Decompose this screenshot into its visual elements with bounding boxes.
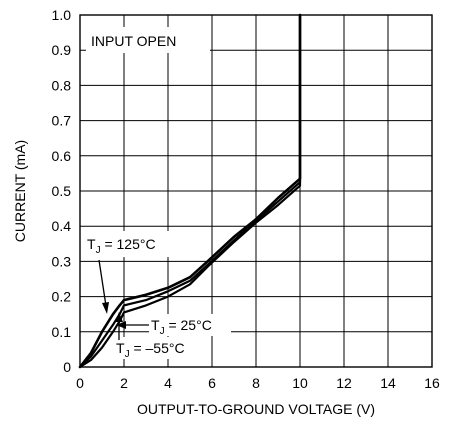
- y-tick-label: 0.1: [52, 324, 72, 340]
- x-tick-label: 8: [252, 375, 260, 391]
- x-tick-label: 6: [208, 375, 216, 391]
- y-tick-label: 0.4: [52, 218, 72, 234]
- x-axis-title: OUTPUT-TO-GROUND VOLTAGE (V): [137, 401, 375, 417]
- tj-125-arrowhead: [102, 302, 109, 314]
- tj-m55-label: TJ = –55°C: [116, 340, 185, 360]
- plot-frame: [79, 14, 433, 368]
- x-tick-label: 12: [336, 375, 352, 391]
- tj-125-label: TJ = 125°C: [87, 236, 156, 256]
- y-tick-label: 0.9: [52, 42, 72, 58]
- y-tick-label: 0.8: [52, 77, 72, 93]
- y-axis-title: CURRENT (mA): [12, 140, 28, 242]
- y-axis-ticks: 0 0.1 0.2 0.3 0.4 0.5 0.6 0.7 0.8 0.9 1.0: [52, 7, 72, 375]
- y-tick-label: 0.2: [52, 289, 72, 305]
- y-tick-label: 0.6: [52, 148, 72, 164]
- tj-125-arrow: [98, 259, 107, 307]
- y-tick-label: 0.7: [52, 113, 72, 129]
- y-tick-label: 1.0: [52, 7, 72, 23]
- condition-label-background: [86, 27, 210, 53]
- x-tick-label: 16: [424, 375, 440, 391]
- x-tick-label: 0: [76, 375, 84, 391]
- x-tick-label: 14: [380, 375, 396, 391]
- x-axis-ticks: 0 2 4 6 8 10 12 14 16: [76, 375, 440, 391]
- tj-25-arrowhead: [116, 321, 126, 329]
- curve-1: [78, 13, 302, 369]
- chart-grid: [80, 15, 432, 367]
- y-tick-label: 0: [63, 359, 71, 375]
- tj-m55-label-background: [114, 337, 200, 359]
- y-tick-label: 0.3: [52, 253, 72, 269]
- x-tick-label: 10: [292, 375, 308, 391]
- x-tick-label: 2: [120, 375, 128, 391]
- tj-m55-arrowhead: [115, 312, 123, 322]
- tj-125-label-background: [85, 231, 177, 257]
- tj-25-label-background: [149, 314, 231, 336]
- condition-label: INPUT OPEN: [91, 33, 176, 49]
- y-tick-label: 0.5: [52, 183, 72, 199]
- chart-curves: [78, 13, 302, 369]
- x-tick-label: 4: [164, 375, 172, 391]
- tj-25-label: TJ = 25°C: [151, 317, 212, 337]
- curve-2: [78, 13, 302, 369]
- curve-3: [78, 13, 302, 369]
